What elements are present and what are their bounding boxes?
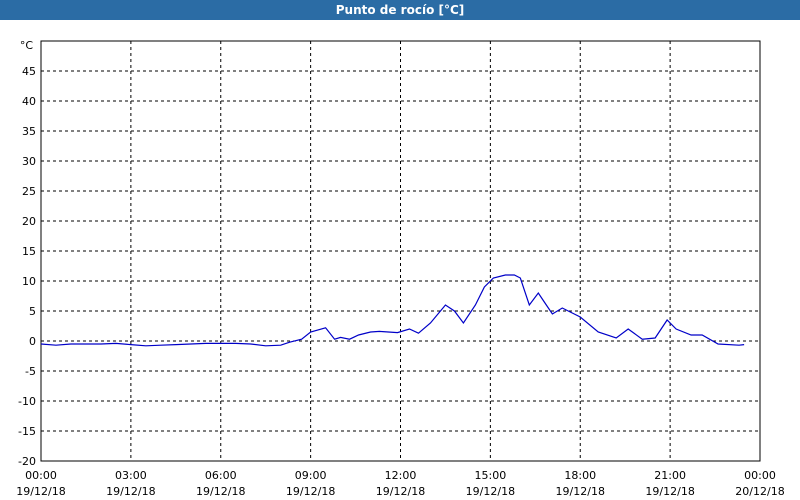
x-tick-label: 03:00 19/12/18 [106,469,155,498]
y-tick-label: 40 [22,95,36,108]
y-tick-label: 5 [29,305,36,318]
chart-title: Punto de rocío [°C] [336,3,465,17]
x-tick-label: 18:00 19/12/18 [556,469,605,498]
y-tick-label: 10 [22,275,36,288]
x-tick-label: 06:00 19/12/18 [196,469,245,498]
y-tick-label: 15 [22,245,36,258]
x-tick-label: 09:00 19/12/18 [286,469,335,498]
x-tick-label: 00:00 20/12/18 [735,469,784,498]
x-tick-label: 00:00 19/12/18 [16,469,65,498]
y-tick-label: -15 [18,425,36,438]
y-tick-label: 0 [29,335,36,348]
y-tick-label: 35 [22,125,36,138]
y-tick-label: 45 [22,65,36,78]
x-tick-label: 15:00 19/12/18 [466,469,515,498]
title-bar [0,0,800,20]
y-tick-label: 20 [22,215,36,228]
x-tick-label: 12:00 19/12/18 [376,469,425,498]
y-tick-label: -10 [18,395,36,408]
y-tick-label: 25 [22,185,36,198]
x-tick-label: 21:00 19/12/18 [645,469,694,498]
data-line [40,274,745,347]
y-tick-label: 30 [22,155,36,168]
y-unit: °C [20,39,34,52]
y-tick-label: -20 [18,455,36,468]
y-tick-label: -5 [25,365,36,378]
